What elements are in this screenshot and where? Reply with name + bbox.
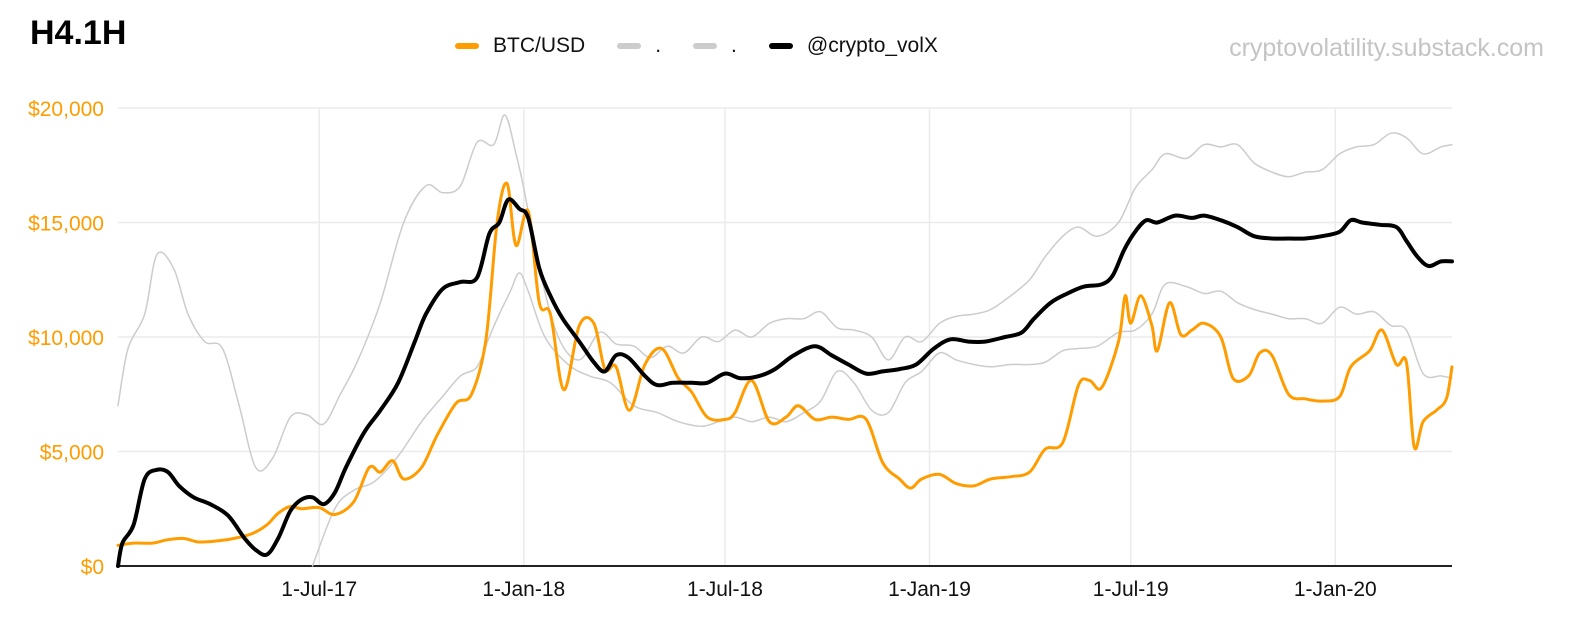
legend-swatch-volx [768,43,793,49]
legend-label-upper-band: . [655,34,662,57]
legend-swatch-lower-band [693,43,718,49]
x-tick-label: 1-Jul-18 [687,578,763,601]
chart-title: H4.1H [30,14,127,52]
legend-label-btc: BTC/USD [493,34,586,57]
x-tick-label: 1-Jul-19 [1093,578,1169,601]
legend-swatch-btc [455,43,479,49]
y-tick-label: $5,000 [40,442,104,465]
legend-label-lower-band: . [731,34,737,57]
legend-label-volx: @crypto_volX [806,34,938,57]
series-line-btc [116,181,1454,547]
legend-item-lower-band[interactable]: . [693,34,737,58]
y-tick-label: $0 [81,556,104,579]
legend-item-upper-band[interactable]: . [617,34,661,58]
legend-item-btc[interactable]: BTC/USD [455,34,585,58]
series-line-upper [117,114,1453,472]
legend-item-volx[interactable]: @crypto_volX [768,34,938,58]
legend-swatch-upper-band [617,43,642,49]
x-tick-label: 1-Jan-19 [888,578,971,601]
y-tick-label: $15,000 [28,213,104,236]
legend: BTC/USD . . @crypto_volX [455,34,970,58]
x-tick-label: 1-Jan-20 [1294,578,1377,601]
y-tick-label: $10,000 [28,327,104,350]
x-tick-label: 1-Jul-17 [281,578,357,601]
x-tick-label: 1-Jan-18 [482,578,565,601]
y-tick-label: $20,000 [28,98,104,121]
source-label: cryptovolatility.substack.com [1229,34,1544,62]
series-line-lower [311,272,1453,567]
series-line-volx [116,197,1454,568]
